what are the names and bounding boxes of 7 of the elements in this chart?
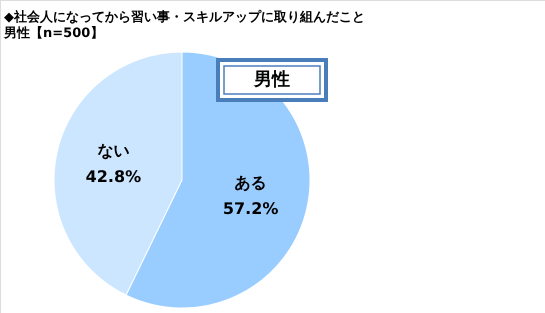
text: 男性 <box>253 69 290 90</box>
data-label: 57.2% <box>222 198 278 218</box>
slice-label: ない <box>97 141 130 160</box>
slice-label: ある <box>234 172 267 192</box>
data-label: 42.8% <box>86 167 142 186</box>
chart-subtitle: 男性【n=500】 <box>3 25 104 41</box>
chart-title: ◆社会人になってから習い事・スキルアップに取り組んだこと <box>4 9 365 25</box>
